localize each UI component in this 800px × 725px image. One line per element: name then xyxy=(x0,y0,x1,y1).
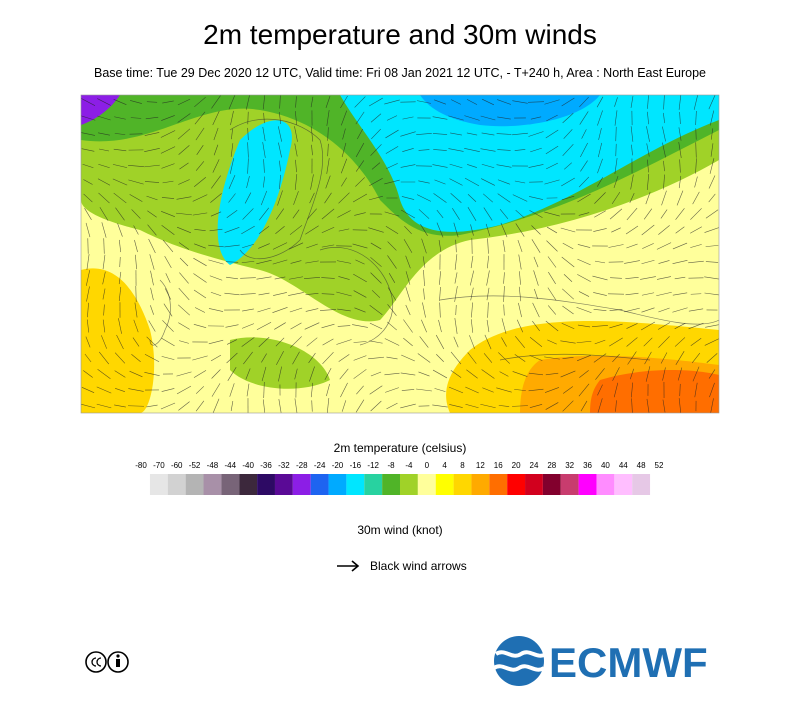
colorbar-tick-label: -28 xyxy=(296,461,308,470)
map xyxy=(81,94,720,414)
colorbar-tick-label: -48 xyxy=(207,461,219,470)
colorbar-swatch xyxy=(221,474,239,495)
colorbar-tick-label: 4 xyxy=(442,461,447,470)
colorbar-swatch xyxy=(418,474,436,495)
colorbar-swatch xyxy=(257,474,275,495)
colorbar-tick-label: -40 xyxy=(242,461,254,470)
colorbar-tick-label: -4 xyxy=(405,461,413,470)
colorbar-tick-label: 48 xyxy=(637,461,646,470)
colorbar-tick-label: 20 xyxy=(512,461,521,470)
colorbar-tick-label: -44 xyxy=(225,461,237,470)
colorbar-tick-label: -8 xyxy=(388,461,396,470)
colorbar-swatch xyxy=(525,474,543,495)
colorbar-swatch xyxy=(507,474,525,495)
colorbar-swatch xyxy=(168,474,186,495)
colorbar-swatch xyxy=(543,474,561,495)
ecmwf-logo: ECMWF xyxy=(494,636,708,686)
title: 2m temperature and 30m winds xyxy=(203,19,597,50)
wind-legend-label: Black wind arrows xyxy=(370,559,467,573)
colorbar-swatch xyxy=(150,474,168,495)
colorbar: -80-70-60-52-48-44-40-36-32-28-24-20-16-… xyxy=(135,461,664,495)
colorbar-tick-label: -24 xyxy=(314,461,326,470)
wind-legend-title: 30m wind (knot) xyxy=(357,523,442,537)
colorbar-swatch xyxy=(239,474,257,495)
colorbar-swatch xyxy=(364,474,382,495)
colorbar-tick-label: -36 xyxy=(260,461,272,470)
colorbar-swatch xyxy=(400,474,418,495)
colorbar-tick-label: -16 xyxy=(350,461,362,470)
colorbar-swatch xyxy=(204,474,222,495)
colorbar-tick-label: -52 xyxy=(189,461,201,470)
colorbar-swatch xyxy=(346,474,364,495)
colorbar-tick-label: 8 xyxy=(460,461,465,470)
colorbar-swatch xyxy=(632,474,650,495)
colorbar-swatch xyxy=(489,474,507,495)
colorbar-swatch xyxy=(275,474,293,495)
colorbar-swatch xyxy=(471,474,489,495)
colorbar-swatch xyxy=(596,474,614,495)
wind-arrow-sample xyxy=(337,561,358,571)
logo-text: ECMWF xyxy=(549,639,708,686)
colorbar-tick-label: -12 xyxy=(367,461,379,470)
colorbar-tick-label: 28 xyxy=(547,461,556,470)
colorbar-swatch xyxy=(561,474,579,495)
colorbar-swatch xyxy=(311,474,329,495)
colorbar-swatch xyxy=(579,474,597,495)
colorbar-swatch xyxy=(454,474,472,495)
colorbar-tick-label: -60 xyxy=(171,461,183,470)
colorbar-tick-label: -70 xyxy=(153,461,165,470)
colorbar-swatch xyxy=(293,474,311,495)
colorbar-swatch xyxy=(382,474,400,495)
colorbar-tick-label: 52 xyxy=(655,461,664,470)
colorbar-tick-label: -20 xyxy=(332,461,344,470)
colorbar-tick-label: 32 xyxy=(565,461,574,470)
colorbar-swatch xyxy=(436,474,454,495)
colorbar-tick-label: -32 xyxy=(278,461,290,470)
colorbar-tick-label: 40 xyxy=(601,461,610,470)
colorbar-tick-label: 44 xyxy=(619,461,628,470)
subtitle: Base time: Tue 29 Dec 2020 12 UTC, Valid… xyxy=(94,66,706,80)
colorbar-tick-label: 12 xyxy=(476,461,485,470)
colorbar-tick-label: 16 xyxy=(494,461,503,470)
cc-logo xyxy=(86,652,128,672)
colorbar-tick-label: 0 xyxy=(425,461,430,470)
colorbar-swatch xyxy=(186,474,204,495)
colorbar-swatch xyxy=(614,474,632,495)
colorbar-title: 2m temperature (celsius) xyxy=(334,441,467,455)
colorbar-tick-label: -80 xyxy=(135,461,147,470)
colorbar-swatch xyxy=(329,474,347,495)
colorbar-tick-label: 36 xyxy=(583,461,592,470)
colorbar-tick-label: 24 xyxy=(530,461,539,470)
